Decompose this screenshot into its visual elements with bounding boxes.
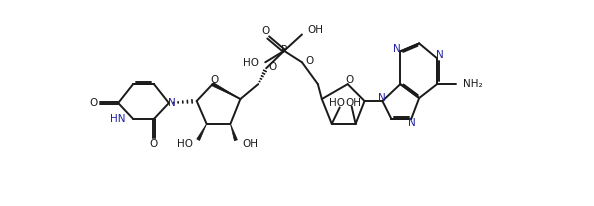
Polygon shape — [197, 124, 207, 140]
Text: N: N — [408, 118, 416, 128]
Text: HN: HN — [110, 114, 126, 124]
Text: NH₂: NH₂ — [463, 79, 483, 89]
Text: N: N — [435, 50, 443, 60]
Polygon shape — [230, 124, 238, 141]
Text: OH: OH — [242, 139, 258, 149]
Text: O: O — [305, 56, 313, 66]
Text: HO: HO — [244, 58, 259, 68]
Text: OH: OH — [308, 26, 323, 35]
Text: N: N — [169, 97, 176, 108]
Text: HO: HO — [177, 139, 193, 149]
Text: O: O — [268, 62, 276, 72]
Text: N: N — [393, 44, 401, 54]
Text: OH: OH — [345, 98, 361, 109]
Text: O: O — [150, 139, 158, 149]
Text: O: O — [210, 75, 219, 85]
Text: P: P — [281, 45, 287, 55]
Text: O: O — [90, 98, 98, 108]
Text: O: O — [261, 27, 269, 36]
Text: N: N — [378, 93, 386, 103]
Text: O: O — [345, 75, 353, 85]
Polygon shape — [211, 83, 241, 99]
Text: HO: HO — [329, 97, 345, 108]
